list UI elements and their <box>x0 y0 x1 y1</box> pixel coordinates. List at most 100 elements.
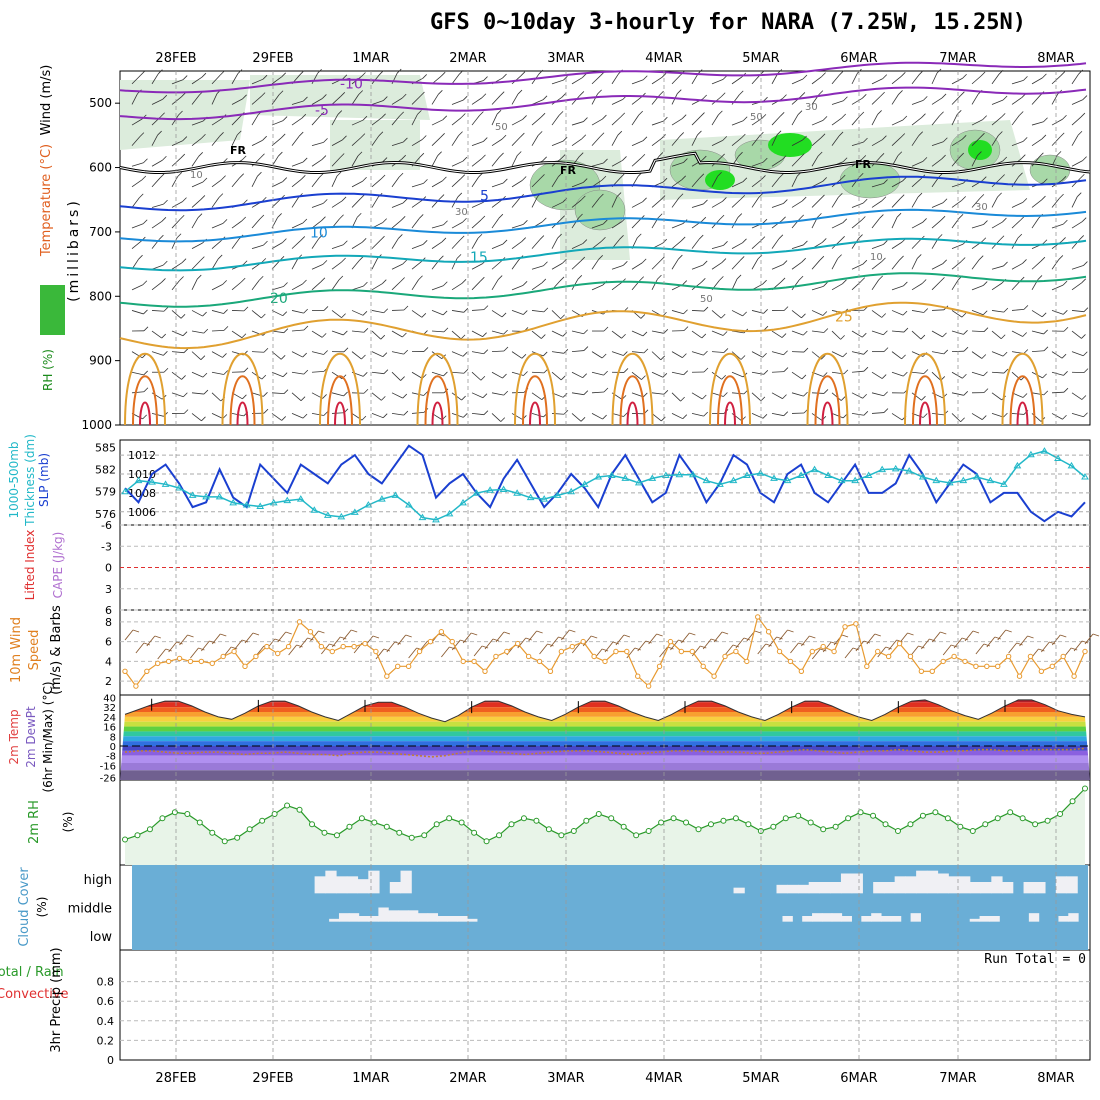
wind-barb <box>637 640 647 652</box>
wind-barb <box>157 130 162 136</box>
wind-barb <box>278 90 284 96</box>
wind-speed-point <box>591 653 597 660</box>
wind-barb <box>191 120 204 126</box>
cloud-cell <box>348 913 360 922</box>
wind-barb <box>971 155 978 167</box>
wind-barb <box>831 641 838 645</box>
wind-barb <box>451 135 459 146</box>
wind-speed-point <box>875 648 881 655</box>
rh2m-point <box>446 815 453 822</box>
wind-barb <box>571 77 583 85</box>
wind-barb <box>442 176 447 182</box>
wind-barb <box>251 351 265 353</box>
cloud-cell <box>948 876 960 894</box>
wind-barb <box>782 260 788 265</box>
wind-barb <box>341 313 346 318</box>
cloud-cell <box>851 873 863 894</box>
wind-barb <box>1071 221 1083 229</box>
wind-barb <box>641 258 647 264</box>
wind-speed-point <box>176 655 183 662</box>
temp-band <box>120 731 1090 737</box>
wind-barb <box>1031 217 1040 229</box>
wind-barb <box>442 310 448 316</box>
wind-barb <box>201 72 207 78</box>
wind-barb <box>538 69 544 75</box>
wind-barb <box>891 413 903 421</box>
wind-speed-point <box>253 653 259 660</box>
rh2m-point <box>994 815 1001 822</box>
wind-barb <box>391 281 401 291</box>
cloud-cell <box>881 916 892 922</box>
wind-barb <box>540 112 546 118</box>
wind-barb <box>671 310 684 315</box>
wind-barb <box>471 176 480 188</box>
wind-barb <box>361 238 367 243</box>
wind-barb <box>431 285 444 291</box>
wind-barb <box>542 217 547 223</box>
wind-barb <box>961 637 969 641</box>
wind-barb <box>851 220 862 229</box>
wind-barb <box>143 370 148 376</box>
wind-speed-point <box>940 658 946 665</box>
wind-barb <box>403 410 409 416</box>
wind-barb <box>703 367 709 373</box>
date-label-top: 5MAR <box>742 51 779 66</box>
wind-barb <box>771 371 785 373</box>
wind-barb <box>391 176 400 188</box>
wind-barb <box>483 76 488 81</box>
wind-barb <box>943 137 948 143</box>
cloud-cell <box>368 916 379 922</box>
thickness-marker <box>878 465 887 473</box>
wind-barb <box>542 95 548 101</box>
wind-barb <box>1011 330 1023 337</box>
wind-barb <box>604 641 614 653</box>
wind-barb <box>851 330 863 338</box>
wind-barb <box>531 116 542 126</box>
wind-barb <box>495 631 505 643</box>
wind-barb <box>502 73 507 79</box>
wind-speed-point <box>405 663 412 670</box>
wind-speed-point <box>536 658 543 665</box>
wind-barb <box>411 310 423 318</box>
wind-barb <box>802 74 808 80</box>
wind-barb <box>683 309 688 315</box>
temp-tick-label: -8 <box>106 752 116 763</box>
wind-barb <box>211 330 225 332</box>
wind-barb <box>171 218 181 229</box>
wind-barb <box>891 217 898 229</box>
wind-barb <box>583 346 589 351</box>
wind-barb <box>339 214 344 220</box>
wind-barb <box>581 134 587 140</box>
wind-barb <box>720 313 726 319</box>
wind-barb <box>291 413 304 419</box>
wind-barb <box>211 258 219 270</box>
wind-speed-point <box>493 653 499 660</box>
wind-speed-point <box>1005 653 1012 660</box>
wind-barb <box>371 371 384 375</box>
rh2m-point <box>670 815 677 822</box>
date-label-bottom: 3MAR <box>547 1071 584 1086</box>
precip-convective-label: Convective <box>0 987 69 1002</box>
wind-barb <box>811 413 823 421</box>
wind-barb <box>911 135 920 146</box>
rh2m-point <box>421 832 428 839</box>
wind-barb <box>631 140 644 147</box>
wind-barb <box>571 217 579 229</box>
wind-barb <box>711 371 722 380</box>
y-tick-label: 900 <box>89 354 112 368</box>
wind-barb <box>461 113 466 118</box>
cloud-cell <box>338 913 350 922</box>
wind-barb <box>243 367 249 373</box>
wind-barb <box>451 351 464 357</box>
wind-barb <box>617 130 623 136</box>
wind-barb <box>657 274 662 280</box>
wind-barb <box>863 350 868 355</box>
wind-barb <box>882 74 888 79</box>
wind-barb <box>971 198 981 208</box>
wind-barb <box>1058 255 1064 260</box>
wind-barb <box>551 371 562 381</box>
cloud-cell <box>910 913 921 922</box>
wind-barb <box>143 326 149 332</box>
